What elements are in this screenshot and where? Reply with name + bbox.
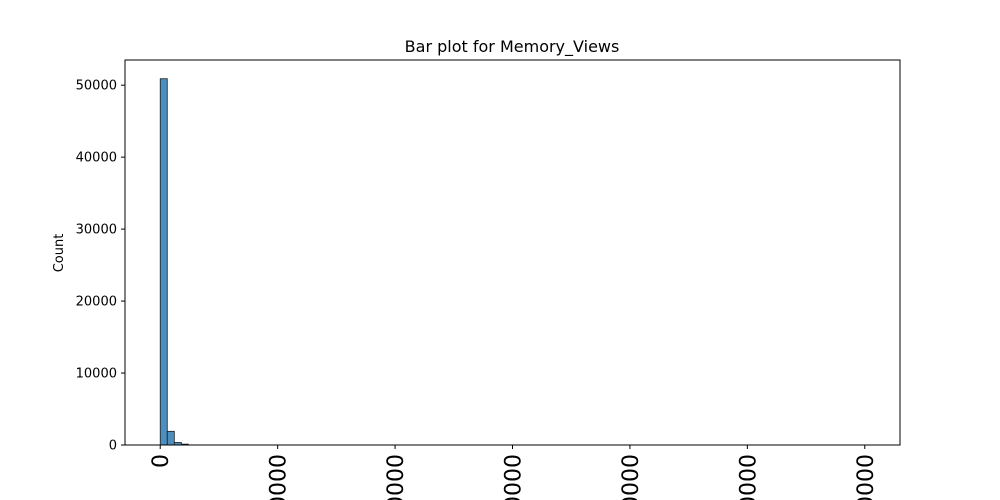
y-tick-label: 50000 [76,79,117,94]
x-tick-label: 10000 [267,454,292,500]
x-tick-label: 50000 [736,454,761,500]
y-tick-label: 0 [109,439,117,454]
y-tick-label: 30000 [76,223,117,238]
y-axis: 0 10000 20000 30000 40000 50000 [76,79,125,454]
y-tick-label: 20000 [76,295,117,310]
chart-title: Bar plot for Memory_Views [405,37,620,57]
x-tick-label: 60000 [854,454,879,500]
y-axis-label: Count [52,234,67,273]
bar [159,78,168,446]
x-axis: 0 10000 20000 30000 40000 50000 60000 [149,445,879,500]
y-tick-label: 10000 [76,367,117,382]
y-tick-label: 40000 [76,151,117,166]
x-tick-label: 20000 [384,454,409,500]
bar [166,430,175,446]
x-tick-label: 30000 [502,454,527,500]
x-tick-label: 40000 [619,454,644,500]
x-tick-label: 0 [149,454,174,468]
